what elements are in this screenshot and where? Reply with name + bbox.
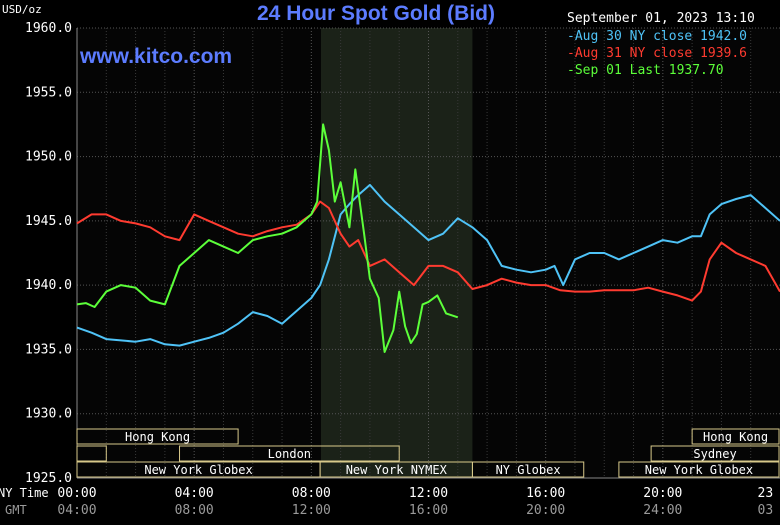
- session-label-8: New York Globex: [645, 463, 753, 477]
- session-box-8: [618, 461, 780, 478]
- nymex-session-shading: [320, 28, 473, 478]
- y-tick-label-1: 1955.0: [25, 85, 72, 100]
- x-tick-ny-3: 12:00: [409, 486, 448, 501]
- y-tick-label-7: 1925.0: [25, 471, 72, 486]
- x-tick-ny-2: 08:00: [292, 486, 331, 501]
- session-box-2: [179, 445, 400, 462]
- session-label-4: New York NYMEX: [346, 463, 448, 477]
- session-box-5: [471, 461, 585, 478]
- session-label-0: Hong Kong: [125, 430, 190, 444]
- session-box-6: [691, 428, 780, 445]
- session-box-0: [76, 428, 239, 445]
- market-sessions: Hong Kong London New York Globex New York N…: [76, 428, 780, 478]
- session-box-7: [650, 445, 780, 462]
- timestamp: September 01, 2023 13:10: [567, 11, 755, 26]
- price-series: [76, 123, 780, 353]
- x-tick-ny-4: 16:00: [526, 486, 565, 501]
- session-shade: [320, 28, 473, 478]
- y-axis-ticks: 1960.0 1955.0 1950.0 1945.0 1940.0 1935.0 1930…: [25, 21, 72, 486]
- x-axis-gmt-label: GMT: [5, 503, 27, 517]
- y-tick-label-3: 1945.0: [25, 214, 72, 229]
- session-label-7: Sydney: [693, 447, 736, 461]
- legend-entry-0: -Aug 30 NY close 1942.0: [567, 29, 747, 44]
- legend-entry-2: -Sep 01 Last 1937.70: [567, 63, 724, 78]
- session-label-5: NY Globex: [496, 463, 561, 477]
- x-tick-gmt-6: 03: [758, 503, 774, 518]
- series-line-2: [76, 123, 459, 353]
- x-tick-ny-1: 04:00: [175, 486, 214, 501]
- x-tick-gmt-3: 16:00: [409, 503, 448, 518]
- grid-lines: [76, 27, 780, 479]
- y-tick-label-4: 1940.0: [25, 278, 72, 293]
- session-label-6: Hong Kong: [703, 430, 768, 444]
- watermark: www.kitco.com: [79, 45, 232, 68]
- legend-entry-1: -Aug 31 NY close 1939.6: [567, 46, 747, 61]
- x-tick-ny-0: 00:00: [57, 486, 96, 501]
- x-tick-gmt-4: 20:00: [526, 503, 565, 518]
- series-line-0: [76, 183, 780, 347]
- chart-title: 24 Hour Spot Gold (Bid): [257, 2, 495, 25]
- y-axis-label: USD/oz: [2, 3, 42, 16]
- y-tick-label-5: 1935.0: [25, 342, 72, 357]
- x-tick-ny-6: 23: [758, 486, 774, 501]
- x-tick-gmt-1: 08:00: [175, 503, 214, 518]
- y-tick-label-6: 1930.0: [25, 407, 72, 422]
- x-tick-gmt-2: 12:00: [292, 503, 331, 518]
- session-box-1: [76, 445, 107, 462]
- session-label-3: New York Globex: [144, 463, 252, 477]
- series-line-1: [76, 200, 780, 302]
- y-tick-label-2: 1950.0: [25, 150, 72, 165]
- x-axis-ticks: 00:00 04:00 04:00 08:00 08:00 12:00 12:00 16:00…: [57, 486, 773, 518]
- y-tick-label-0: 1960.0: [25, 21, 72, 36]
- x-tick-gmt-5: 24:00: [643, 503, 682, 518]
- session-label-2: London: [268, 447, 311, 461]
- x-axis-ny-label: NY Time: [0, 486, 49, 500]
- legend: -Aug 30 NY close 1942.0 -Aug 31 NY close …: [567, 29, 747, 78]
- x-tick-ny-5: 20:00: [643, 486, 682, 501]
- x-tick-gmt-0: 04:00: [57, 503, 96, 518]
